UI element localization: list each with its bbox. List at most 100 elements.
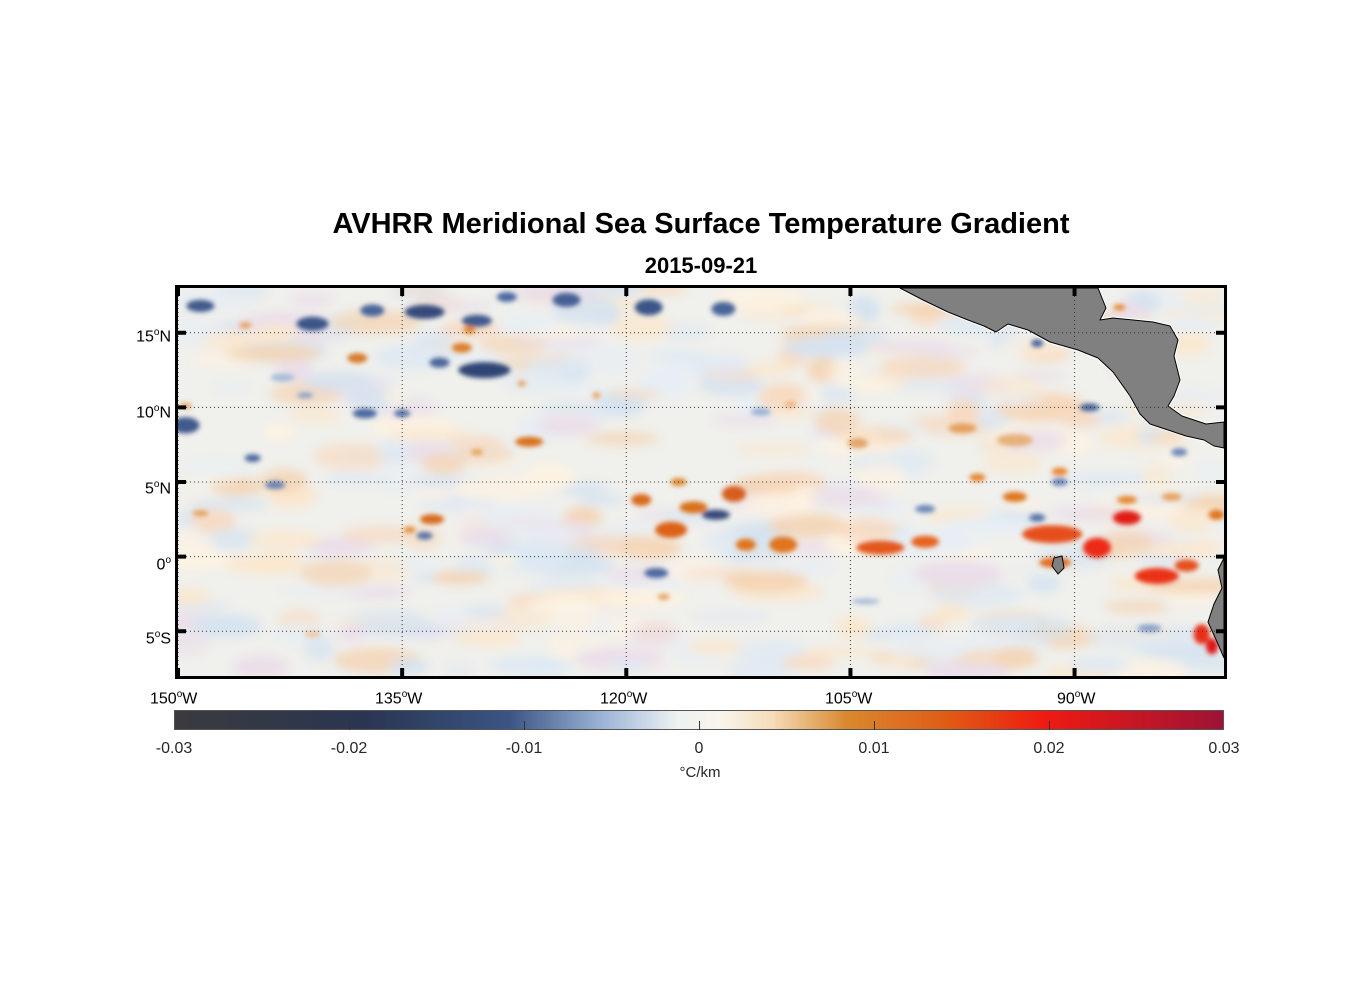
texture-streak [714,288,804,313]
gradient-feature [644,568,669,578]
texture-streak [279,584,367,596]
texture-streak [359,556,409,583]
gradient-feature [458,362,511,379]
texture-streak [388,658,429,675]
gradient-feature [1051,478,1068,486]
texture-streak [647,349,709,361]
gradient-feature [403,526,416,533]
texture-streak [912,561,1003,586]
texture-streak [482,507,512,526]
texture-streak [889,378,963,392]
texture-streak [490,656,572,675]
texture-streak [938,516,1030,536]
gradient-feature [1206,638,1218,655]
gradient-feature [1161,492,1182,501]
gradient-feature [1113,304,1126,311]
texture-streak [727,655,795,676]
texture-streak [178,549,231,570]
texture-streak [323,473,394,484]
texture-streak [827,360,863,383]
texture-streak [1100,530,1153,557]
lat-label-0: 0o [156,555,171,574]
texture-streak [930,580,1023,608]
texture-streak [1027,575,1061,593]
texture-streak [527,579,604,589]
texture-streak [662,324,711,340]
texture-streak [838,623,873,635]
gradient-feature [515,436,544,447]
texture-streak [251,324,300,339]
texture-streak [983,376,1042,398]
gradient-feature [1079,403,1100,412]
texture-streak [768,383,805,392]
texture-streak [528,597,601,614]
gradient-field-texture [178,288,1224,676]
texture-streak [336,625,366,641]
gradient-feature [1031,339,1044,348]
texture-streak [1169,506,1214,534]
gradient-feature [1174,559,1199,572]
gradient-feature [721,485,746,502]
texture-streak [1048,507,1129,521]
colorbar-units: °C/km [679,764,721,781]
map-date: 2015-09-21 [644,253,758,278]
texture-streak [212,383,250,392]
texture-streak [609,389,663,399]
gradient-feature [969,473,986,482]
gradient-feature [352,408,377,419]
gradient-feature [1022,525,1083,544]
texture-streak [704,527,749,556]
texture-streak [598,588,687,607]
texture-streak [445,435,503,448]
gradient-feature [911,535,940,548]
frame-ticks [178,288,1224,676]
lat-label-15n: 15oN [136,327,171,346]
gradient-feature [847,438,868,449]
texture-streak [768,513,846,539]
texture-streak [341,525,421,544]
texture-streak [546,617,604,626]
texture-streak [725,570,808,592]
texture-streak [1179,290,1224,307]
texture-streak [819,328,890,345]
texture-streak [505,522,578,550]
gradient-feature [244,454,261,463]
texture-streak [575,496,626,505]
gradient-feature [1112,510,1141,525]
gradient-feature [679,501,708,514]
texture-streak [863,629,894,640]
colorbar-tick [699,721,700,730]
texture-streak [490,545,570,572]
texture-streak [526,357,587,374]
texture-streak [246,552,304,576]
gradient-feature [655,521,688,538]
texture-streak [889,639,970,661]
texture-streak [382,385,411,409]
lon-label-120w: 120oW [600,689,648,708]
texture-streak [610,315,675,341]
gradient-feature [463,325,476,334]
texture-streak [303,371,374,392]
texture-streak [413,330,455,346]
gradient-feature [948,423,977,434]
gradient-feature [496,292,517,302]
texture-streak [178,532,216,554]
texture-streak [456,528,521,546]
land-central-america [898,288,1224,450]
texture-streak [1059,414,1102,428]
texture-streak [390,289,452,298]
gradient-feature [186,299,215,312]
texture-streak [1162,315,1218,334]
gradient-feature [1208,509,1224,520]
texture-streak [1070,656,1129,674]
gradient-feature [1171,448,1188,457]
texture-streak [992,646,1039,669]
map-canvas [178,288,1224,676]
texture-streak [690,611,770,622]
texture-streak [1180,656,1224,672]
gradient-feature [784,401,797,408]
texture-streak [452,476,541,501]
texture-streak [752,554,839,574]
texture-streak [1141,462,1172,491]
texture-streak [294,334,340,343]
